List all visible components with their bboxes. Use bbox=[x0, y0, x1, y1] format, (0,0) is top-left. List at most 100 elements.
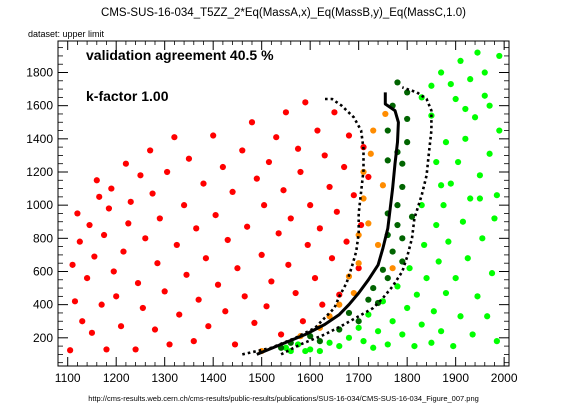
data-point bbox=[328, 255, 336, 262]
data-point bbox=[261, 202, 268, 209]
data-point bbox=[404, 115, 411, 123]
data-point bbox=[350, 289, 357, 297]
y-tick-label: 800 bbox=[33, 231, 53, 245]
data-point bbox=[355, 318, 362, 325]
data-point bbox=[333, 208, 340, 215]
data-point bbox=[467, 76, 474, 83]
data-point bbox=[438, 69, 445, 76]
data-point bbox=[464, 255, 471, 262]
data-point bbox=[103, 346, 110, 353]
data-point bbox=[360, 338, 367, 345]
data-point bbox=[336, 343, 343, 350]
data-point bbox=[149, 190, 156, 197]
x-tick-label: 1300 bbox=[151, 371, 178, 385]
data-point bbox=[185, 155, 193, 162]
data-point bbox=[110, 268, 117, 275]
data-point bbox=[484, 313, 491, 320]
data-point bbox=[258, 251, 265, 259]
data-point bbox=[180, 202, 188, 209]
data-point bbox=[457, 313, 464, 320]
data-point bbox=[408, 213, 416, 220]
data-point bbox=[452, 95, 459, 103]
data-point bbox=[268, 278, 275, 285]
x-tick-label: 1800 bbox=[394, 371, 421, 385]
data-point bbox=[183, 271, 190, 278]
data-point bbox=[248, 119, 256, 126]
data-point bbox=[384, 157, 391, 164]
data-point bbox=[413, 291, 420, 298]
data-point bbox=[365, 173, 372, 181]
data-point bbox=[411, 343, 418, 350]
data-point bbox=[139, 304, 146, 312]
data-point bbox=[479, 235, 486, 242]
data-point bbox=[379, 182, 387, 189]
data-point bbox=[151, 326, 159, 333]
data-point bbox=[71, 298, 79, 305]
data-point bbox=[299, 318, 306, 325]
data-point bbox=[365, 311, 372, 318]
data-point bbox=[365, 296, 372, 303]
data-point bbox=[134, 279, 142, 287]
data-point bbox=[202, 255, 210, 262]
data-point bbox=[493, 338, 500, 345]
data-point bbox=[294, 145, 302, 152]
data-point bbox=[105, 205, 113, 212]
data-point bbox=[367, 150, 374, 157]
data-point bbox=[316, 347, 323, 355]
data-point bbox=[120, 248, 127, 255]
data-point bbox=[399, 331, 406, 338]
y-tick-label: 1200 bbox=[26, 165, 53, 179]
data-point bbox=[234, 265, 241, 272]
data-point bbox=[176, 311, 183, 318]
data-point bbox=[297, 168, 304, 176]
data-point bbox=[447, 81, 454, 88]
data-point bbox=[275, 230, 282, 237]
data-point bbox=[79, 318, 86, 325]
data-point bbox=[171, 134, 178, 141]
data-point bbox=[156, 215, 163, 222]
data-point bbox=[195, 296, 202, 303]
exclusion-curves bbox=[242, 86, 433, 356]
y-tick-label: 1400 bbox=[26, 132, 53, 146]
data-point bbox=[488, 270, 496, 277]
data-point bbox=[442, 139, 450, 146]
data-point bbox=[462, 105, 469, 113]
data-point bbox=[214, 281, 222, 288]
data-point bbox=[452, 275, 459, 282]
data-point bbox=[370, 344, 377, 351]
data-point bbox=[360, 168, 367, 176]
data-point bbox=[496, 52, 503, 60]
x-tick-label: 2000 bbox=[491, 371, 518, 385]
data-point bbox=[384, 275, 391, 282]
k-factor-label: k-factor 1.00 bbox=[86, 88, 169, 104]
data-point bbox=[345, 132, 353, 139]
data-point bbox=[471, 114, 479, 121]
data-point bbox=[440, 202, 447, 209]
data-point bbox=[355, 324, 362, 331]
data-point bbox=[360, 195, 367, 202]
data-point bbox=[210, 132, 217, 139]
data-point bbox=[244, 223, 251, 230]
y-tick-label: 400 bbox=[33, 298, 53, 312]
data-point bbox=[454, 158, 462, 166]
data-point bbox=[282, 344, 290, 351]
x-tick-label: 1100 bbox=[55, 371, 81, 385]
data-point bbox=[430, 308, 437, 315]
data-point bbox=[222, 308, 229, 315]
data-point bbox=[314, 127, 321, 134]
data-point bbox=[428, 82, 435, 89]
data-point bbox=[331, 109, 338, 116]
x-tick-label: 1600 bbox=[297, 371, 324, 385]
data-point bbox=[481, 92, 488, 99]
data-point bbox=[445, 238, 452, 245]
data-point bbox=[447, 180, 454, 187]
data-point bbox=[319, 301, 326, 308]
data-point bbox=[355, 265, 362, 272]
data-point bbox=[404, 139, 411, 146]
data-point bbox=[302, 347, 309, 355]
data-point bbox=[277, 331, 285, 338]
data-point bbox=[326, 339, 333, 346]
data-point bbox=[384, 341, 391, 348]
data-point bbox=[394, 202, 401, 209]
